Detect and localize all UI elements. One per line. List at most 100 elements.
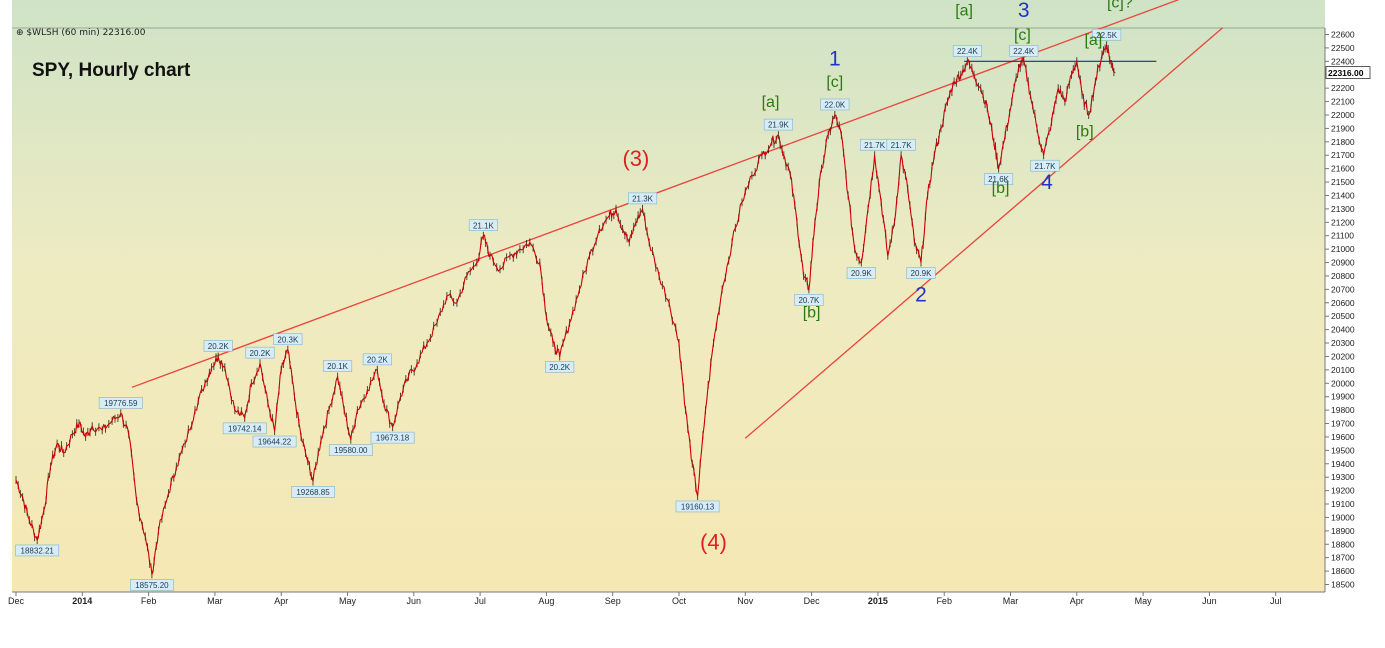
symbol-line: $WLSH (60 min) 22316.00	[26, 28, 146, 38]
y-tick-label: 18900	[1331, 526, 1355, 536]
value-label: 20.2K	[250, 349, 272, 358]
y-tick-label: 22200	[1331, 83, 1355, 93]
y-tick-label: 20000	[1331, 378, 1355, 388]
y-tick-label: 18600	[1331, 566, 1355, 576]
y-tick-label: 21800	[1331, 137, 1355, 147]
y-tick-label: 20400	[1331, 325, 1355, 335]
y-tick-label: 20900	[1331, 258, 1355, 268]
value-label: 22.5K	[1096, 31, 1118, 40]
last-value-label: 22316.00	[1328, 68, 1364, 78]
y-tick-label: 22500	[1331, 43, 1355, 53]
y-tick-label: 22100	[1331, 97, 1355, 107]
wave-label: 1	[829, 47, 841, 70]
y-tick-label: 19800	[1331, 405, 1355, 415]
chart-title: SPY, Hourly chart	[32, 60, 191, 81]
y-tick-label: 19700	[1331, 419, 1355, 429]
value-label-box	[130, 579, 174, 591]
y-tick-label: 19300	[1331, 472, 1355, 482]
value-label-box	[15, 544, 60, 557]
y-tick-label: 22600	[1331, 30, 1355, 40]
x-tick-label: Jun	[1202, 596, 1217, 606]
value-labels: 18832.21 19776.59 18575.20 20.2K 19742.14 20.…	[15, 28, 1122, 591]
value-label: 19776.59	[104, 399, 138, 408]
value-label: 19160.13	[681, 503, 715, 512]
value-label-box	[820, 98, 850, 111]
y-tick-label: 20800	[1331, 271, 1355, 281]
value-label: 20.9K	[911, 269, 933, 278]
value-label: 18575.20	[135, 581, 169, 590]
x-tick-label: Feb	[141, 596, 157, 606]
value-label: 22.0K	[824, 101, 846, 110]
y-tick-label: 21500	[1331, 177, 1355, 187]
value-label-box	[245, 346, 275, 359]
y-tick-label: 18700	[1331, 553, 1355, 563]
wave-label: 3	[1018, 0, 1030, 22]
y-tick-label: 19600	[1331, 432, 1355, 442]
chart-logo-icon: ⊕	[16, 28, 24, 38]
y-tick-label: 18500	[1331, 580, 1355, 590]
y-tick-label: 20700	[1331, 284, 1355, 294]
value-label: 21.1K	[473, 221, 495, 230]
x-tick-label: Dec	[8, 596, 25, 606]
x-axis: Dec 2014 Feb Mar Apr May Jun Jul Aug Sep Oct Nov Dec…	[8, 592, 1281, 606]
y-tick-label: 19400	[1331, 459, 1355, 469]
y-tick-label: 21300	[1331, 204, 1355, 214]
value-label: 19742.14	[228, 424, 262, 433]
x-tick-label: Jul	[1270, 596, 1282, 606]
x-tick-label: 2014	[72, 596, 92, 606]
wave-label: 4	[1041, 171, 1053, 194]
x-tick-label: Dec	[804, 596, 821, 606]
value-label: 19673.18	[376, 434, 410, 443]
value-label-box	[203, 340, 233, 352]
value-label-box	[252, 435, 297, 448]
y-tick-label: 21600	[1331, 164, 1355, 174]
value-label: 19644.22	[258, 438, 292, 447]
price-line	[15, 44, 1116, 575]
value-label: 20.9K	[851, 269, 873, 278]
value-label-box	[291, 486, 335, 498]
symbol-header: ⊕ $WLSH (60 min) 22316.00	[16, 28, 146, 38]
y-tick-label: 20300	[1331, 338, 1355, 348]
y-tick-label: 20200	[1331, 351, 1355, 361]
y-tick-label: 21900	[1331, 123, 1355, 133]
value-label-box	[675, 500, 720, 513]
wave-label: (3)	[622, 146, 649, 171]
x-tick-label: Jul	[474, 596, 486, 606]
value-label: 22.4K	[957, 47, 979, 56]
y-tick-label: 21000	[1331, 244, 1355, 254]
value-label: 20.7K	[798, 296, 820, 305]
y-tick-label: 19000	[1331, 512, 1355, 522]
y-tick-label: 19200	[1331, 486, 1355, 496]
value-label: 20.2K	[367, 355, 389, 364]
y-tick-label: 19500	[1331, 445, 1355, 455]
value-label-box	[627, 192, 658, 205]
value-label-box	[362, 353, 392, 366]
wave-label: [a]	[1084, 32, 1102, 49]
y-tick-label: 20100	[1331, 365, 1355, 375]
value-label-box	[1092, 28, 1122, 41]
y-tick-label: 22000	[1331, 110, 1355, 120]
x-tick-label: Feb	[936, 596, 952, 606]
x-tick-label: May	[1135, 596, 1153, 606]
x-tick-label: Nov	[737, 596, 754, 606]
value-label-box	[763, 118, 794, 131]
wave-labels: (3) (4) 1 2 3 4 [a] [c] [b] [a] [c] [b] [a] [b] [c]?	[622, 0, 1132, 555]
value-label: 21.9K	[768, 121, 790, 130]
wave-label: [b]	[992, 180, 1010, 197]
x-tick-label: Oct	[672, 596, 687, 606]
y-tick-label: 22400	[1331, 56, 1355, 66]
y-tick-label: 19100	[1331, 499, 1355, 509]
value-label-box	[98, 397, 143, 409]
trendline	[744, 27, 1224, 439]
value-label-box	[323, 360, 353, 372]
x-tick-label: Mar	[1003, 596, 1019, 606]
value-label-box	[1030, 159, 1060, 172]
plot-area	[12, 0, 1325, 592]
value-label: 21.7K	[891, 141, 913, 150]
last-value-marker	[1325, 66, 1371, 79]
x-tick-label: 2015	[868, 596, 888, 606]
trendlines	[131, 0, 1224, 439]
value-label: 21.3K	[632, 194, 654, 203]
